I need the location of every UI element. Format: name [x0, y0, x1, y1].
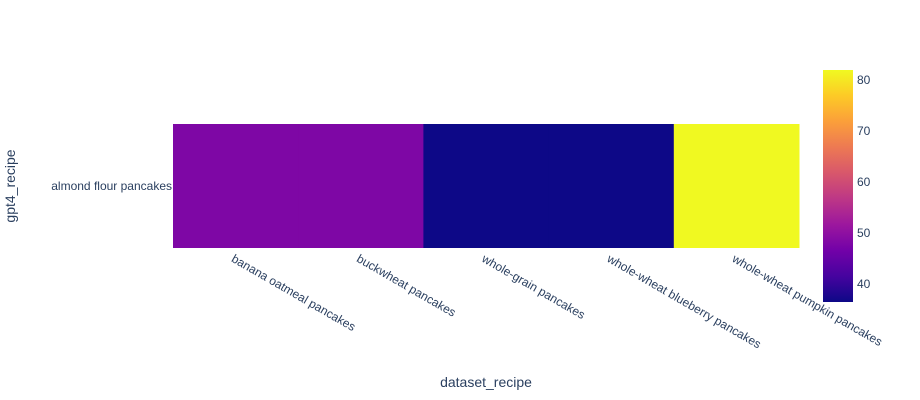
heatmap-cell	[548, 124, 675, 248]
y-axis-title: gpt4_recipe	[2, 149, 18, 222]
heatmap-cell	[673, 124, 800, 248]
colorbar-tick-label: 80	[857, 73, 871, 87]
heatmap-cell	[423, 124, 550, 248]
heatmap-cells	[173, 124, 800, 248]
x-tick-label: buckwheat pancakes	[354, 251, 458, 319]
colorbar-tick-label: 60	[857, 175, 871, 189]
colorbar-tick-label: 50	[857, 226, 871, 240]
colorbar-tick-label: 70	[857, 124, 871, 138]
x-tick-label: whole-grain pancakes	[479, 251, 588, 322]
y-tick-label: almond flour pancakes	[51, 179, 172, 193]
y-axis-ticks: almond flour pancakes	[51, 179, 172, 193]
heatmap-cell	[173, 124, 299, 248]
colorbar-tick-label: 40	[857, 277, 871, 291]
colorbar-gradient	[823, 70, 853, 302]
colorbar: 40 50 60 70 80	[823, 70, 871, 302]
heatmap-cell	[298, 124, 424, 248]
x-tick-label: banana oatmeal pancakes	[229, 251, 358, 334]
x-axis-title: dataset_recipe	[440, 374, 532, 390]
